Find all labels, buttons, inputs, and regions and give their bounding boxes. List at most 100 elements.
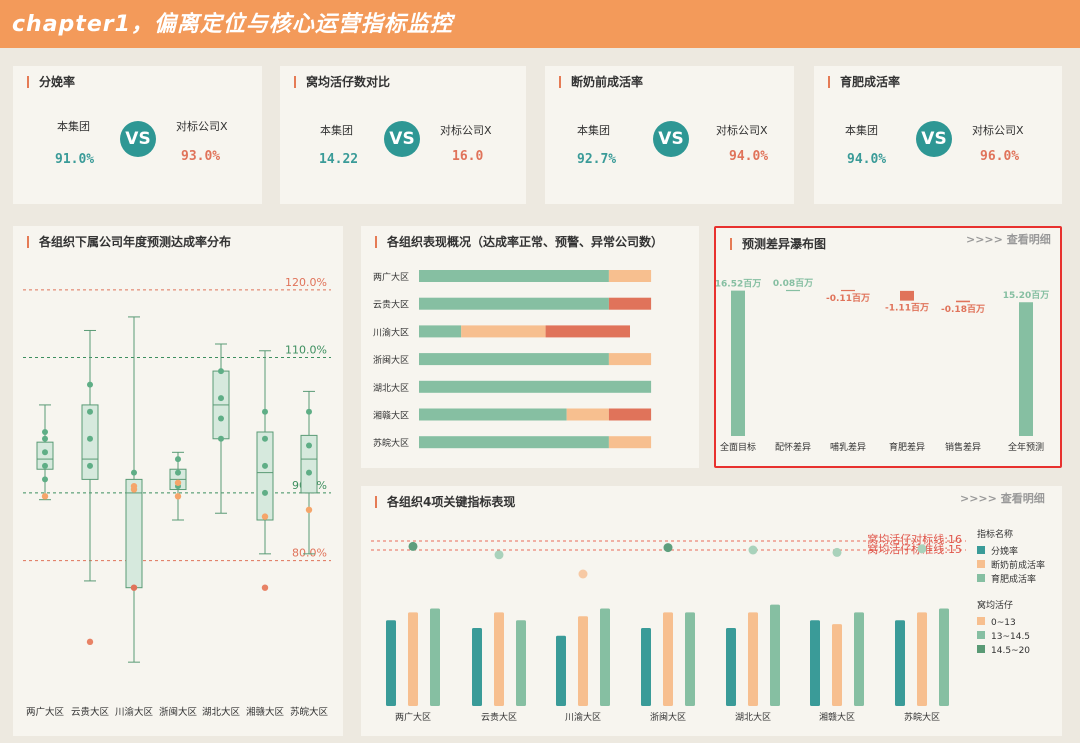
waterfall-detail-link[interactable]: >>>> 查看明细 [966, 233, 1051, 246]
waterfall-bar [731, 290, 745, 436]
kpi-card-weaning: 断奶前成活率 本集团 92.7% VS 对标公司X 94.0% [545, 66, 794, 204]
overview-bar-segment [419, 380, 652, 393]
waterfall-value-label: 16.52百万 [716, 279, 761, 290]
box-body [36, 441, 54, 470]
box-body [256, 431, 274, 521]
kpi-left-label: 本集团 [845, 124, 878, 137]
overview-bar-segment [419, 408, 567, 421]
box-point [42, 462, 48, 469]
overview-bar-segment [419, 270, 609, 282]
kpi-left-value: 14.22 [319, 152, 359, 167]
legend-label: 分娩率 [991, 545, 1018, 557]
litter-dot [917, 544, 927, 554]
legend-label: 育肥成活率 [991, 573, 1036, 585]
box-x-label: 川渝大区 [115, 706, 154, 718]
legend-swatch [977, 631, 985, 639]
waterfall-value-label: 0.08百万 [773, 278, 813, 289]
kpi4-bar [748, 612, 758, 706]
legend-label: 0~13 [991, 618, 1016, 628]
litter-dot [408, 541, 418, 551]
box-point [262, 462, 268, 469]
vs-badge: VS [916, 121, 952, 157]
kpi4-bar [810, 620, 820, 706]
kpi-left-label: 本集团 [577, 124, 610, 137]
box-point [218, 395, 224, 402]
kpi4-bar [408, 612, 418, 706]
box-point [218, 368, 224, 375]
kpi4-bar [430, 608, 440, 706]
kpi4-detail-link[interactable]: >>>> 查看明细 [960, 492, 1045, 505]
reference-label: 110.0% [285, 344, 327, 357]
waterfall-card: 预测差异瀑布图 >>>> 查看明细 16.52百万 全面目标 0.08百万 配怀差异 -… [716, 228, 1060, 466]
overview-y-label: 湖北大区 [373, 382, 409, 394]
target-line-label: 窝均活仔对标线:16 [867, 532, 962, 546]
box-point [42, 449, 48, 456]
kpi4-bar [556, 635, 566, 706]
overview-y-label: 两广大区 [373, 271, 409, 283]
waterfall-value-label: -0.18百万 [941, 304, 985, 315]
page-title: chapter1，偏离定位与核心运营指标监控 [12, 12, 453, 37]
box-body [300, 434, 318, 494]
kpi4-x-label: 湖北大区 [735, 711, 771, 723]
kpi4-x-label: 浙闽大区 [650, 711, 686, 723]
standard-line-label: 窝均活仔标准线:15 [867, 542, 962, 556]
kpi-right-value: 96.0% [980, 149, 1020, 164]
box-outlier [261, 513, 269, 520]
waterfall-x-label: 配怀差异 [775, 441, 811, 453]
overview-y-label: 苏皖大区 [373, 437, 409, 449]
kpi-left-label: 本集团 [320, 124, 353, 137]
box-point [131, 469, 137, 476]
boxplot-chart: 120.0%110.0%90.0%80.0%两广大区云贵大区川渝大区浙闽大区湖北… [23, 276, 331, 718]
legend-label: 13~14.5 [991, 632, 1030, 642]
litter-dot [578, 569, 588, 579]
kpi-left-value: 92.7% [577, 152, 617, 167]
kpi4-card: 各组织4项关键指标表现 >>>> 查看明细 窝均活仔对标线:16 窝均活仔标准线:… [361, 486, 1062, 736]
kpi-right-value: 94.0% [729, 149, 769, 164]
box-x-label: 湘赣大区 [246, 706, 285, 718]
box-point [87, 462, 93, 469]
box-point [306, 442, 312, 449]
kpi4-bar [939, 608, 949, 706]
overview-y-label: 浙闽大区 [373, 354, 409, 366]
legend-swatch [977, 560, 985, 568]
box-body [125, 478, 143, 589]
box-outlier [86, 638, 94, 646]
kpi-right-label: 对标公司X [716, 124, 768, 137]
kpi-card-litter: 窝均活仔数对比 本集团 14.22 VS 对标公司X 16.0 [280, 66, 526, 204]
legend-title: 指标名称 [977, 528, 1013, 540]
overview-bar-segment [608, 408, 652, 421]
kpi-right-label: 对标公司X [176, 120, 228, 133]
box-point [262, 489, 268, 496]
kpi4-title: 各组织4项关键指标表现 [375, 496, 515, 508]
box-point [87, 408, 93, 415]
legend-swatch [977, 546, 985, 554]
kpi-right-label: 对标公司X [972, 124, 1024, 137]
kpi-right-value: 93.0% [181, 149, 221, 164]
kpi4-bar [641, 628, 651, 706]
kpi4-bar [663, 612, 673, 706]
overview-bar-segment [419, 325, 462, 338]
overview-bar-segment [545, 325, 630, 338]
waterfall-title: 预测差异瀑布图 [730, 238, 826, 250]
kpi-card-fattening: 育肥成活率 本集团 94.0% VS 对标公司X 96.0% [814, 66, 1062, 204]
kpi4-bar [472, 628, 482, 706]
overview-y-label: 川渝大区 [373, 326, 409, 338]
box-x-label: 云贵大区 [71, 706, 110, 718]
legend-swatch [977, 645, 985, 653]
page-header: chapter1，偏离定位与核心运营指标监控 [0, 0, 1080, 48]
legend-swatch [977, 617, 985, 625]
overview-y-label: 湘赣大区 [373, 410, 409, 422]
box-point [175, 469, 181, 476]
kpi-title: 分娩率 [27, 76, 75, 88]
kpi-right-value: 16.0 [452, 149, 484, 164]
reference-label: 120.0% [285, 276, 327, 289]
reference-label: 80.0% [292, 547, 327, 560]
waterfall-x-label: 全年预测 [1008, 441, 1044, 453]
box-point [306, 469, 312, 476]
kpi4-bar [895, 620, 905, 706]
box-outlier [130, 486, 138, 493]
kpi-title: 窝均活仔数对比 [294, 76, 390, 88]
box-outlier [305, 506, 313, 514]
